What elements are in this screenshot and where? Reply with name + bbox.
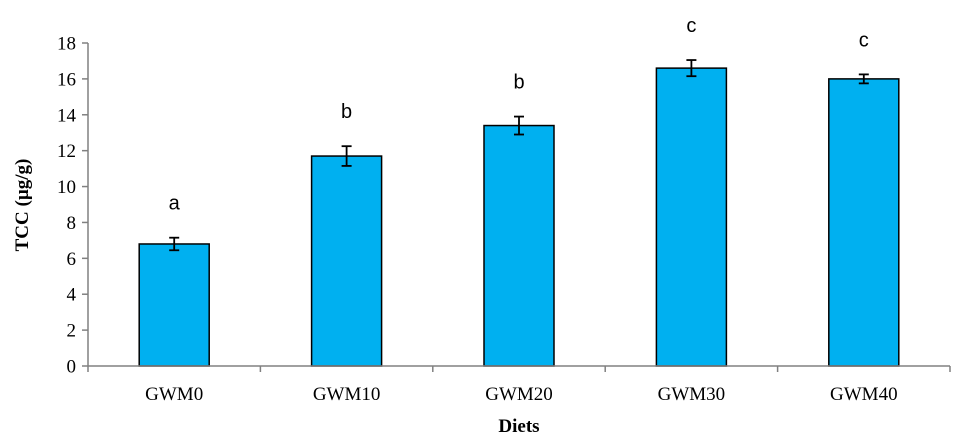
y-tick-label: 0 <box>67 357 77 378</box>
bar-gwm30 <box>655 67 728 367</box>
y-tick-label: 8 <box>67 213 77 234</box>
x-tick-label: GWM20 <box>485 384 553 405</box>
bar-gwm40 <box>828 78 900 367</box>
y-tick-label: 18 <box>57 34 76 55</box>
x-tick-label: GWM0 <box>145 384 203 405</box>
bars-group <box>138 67 900 367</box>
y-tick-label: 14 <box>57 105 77 126</box>
x-tick-label: GWM40 <box>830 384 898 405</box>
error-bar-gwm30 <box>686 59 697 78</box>
error-bars-group <box>169 59 869 252</box>
significance-label: c <box>859 29 869 51</box>
bar-gwm0 <box>138 243 210 367</box>
x-tick-label: GWM10 <box>313 384 381 405</box>
x-axis-title: Diets <box>498 416 539 437</box>
bar-gwm20 <box>483 124 555 367</box>
y-tick-label: 2 <box>67 321 77 342</box>
y-tick-label: 12 <box>57 141 76 162</box>
error-bar-gwm10 <box>341 145 352 167</box>
significance-label: b <box>513 72 524 94</box>
bar-gwm10 <box>310 155 383 367</box>
y-axis-title: TCC (µg/g) <box>12 159 33 252</box>
y-tick-label: 10 <box>57 177 76 198</box>
y-axis-ticks: 0 2 4 6 8 10 12 14 16 18 <box>57 34 88 378</box>
significance-labels-group: a b b c c <box>169 15 869 215</box>
x-tick-label: GWM30 <box>658 384 726 405</box>
y-tick-label: 6 <box>67 249 77 270</box>
significance-label: a <box>169 193 181 215</box>
axes-group <box>87 43 950 367</box>
significance-label: b <box>341 101 352 123</box>
significance-label: c <box>686 15 696 37</box>
y-tick-label: 4 <box>67 285 77 306</box>
x-axis-ticks: GWM0 GWM10 GWM20 GWM30 GWM40 <box>87 366 951 405</box>
error-bar-gwm20 <box>514 115 524 136</box>
y-tick-label: 16 <box>57 69 76 90</box>
error-bar-gwm40 <box>858 73 869 85</box>
error-bar-gwm0 <box>169 236 180 252</box>
